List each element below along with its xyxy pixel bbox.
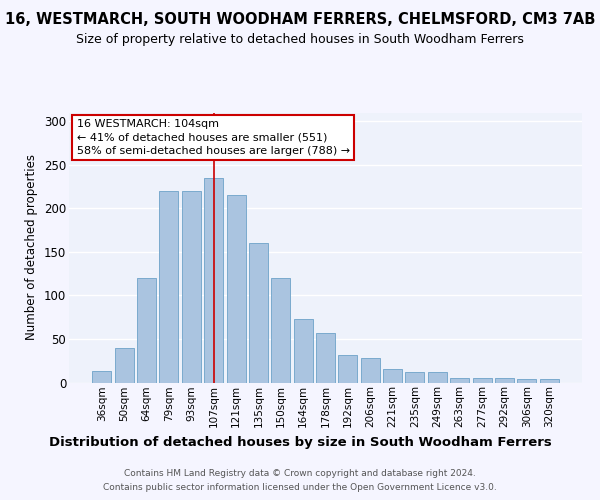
Bar bbox=[204, 178, 223, 382]
Bar bbox=[271, 278, 290, 382]
Bar bbox=[137, 278, 156, 382]
Bar bbox=[383, 370, 402, 382]
Bar bbox=[517, 379, 536, 382]
Bar bbox=[428, 372, 447, 382]
Text: Contains public sector information licensed under the Open Government Licence v3: Contains public sector information licen… bbox=[103, 483, 497, 492]
Bar bbox=[473, 378, 491, 382]
Y-axis label: Number of detached properties: Number of detached properties bbox=[25, 154, 38, 340]
Text: 16, WESTMARCH, SOUTH WOODHAM FERRERS, CHELMSFORD, CM3 7AB: 16, WESTMARCH, SOUTH WOODHAM FERRERS, CH… bbox=[5, 12, 595, 28]
Bar bbox=[227, 195, 245, 382]
Bar bbox=[293, 319, 313, 382]
Bar bbox=[495, 378, 514, 382]
Bar bbox=[115, 348, 134, 382]
Bar bbox=[316, 333, 335, 382]
Bar bbox=[450, 378, 469, 382]
Bar bbox=[160, 191, 178, 382]
Bar bbox=[361, 358, 380, 382]
Text: Contains HM Land Registry data © Crown copyright and database right 2024.: Contains HM Land Registry data © Crown c… bbox=[124, 470, 476, 478]
Bar bbox=[406, 372, 424, 382]
Bar bbox=[182, 191, 201, 382]
Bar bbox=[92, 371, 112, 382]
Bar bbox=[338, 354, 358, 382]
Bar bbox=[539, 379, 559, 382]
Text: Size of property relative to detached houses in South Woodham Ferrers: Size of property relative to detached ho… bbox=[76, 32, 524, 46]
Text: Distribution of detached houses by size in South Woodham Ferrers: Distribution of detached houses by size … bbox=[49, 436, 551, 449]
Bar bbox=[249, 243, 268, 382]
Text: 16 WESTMARCH: 104sqm
← 41% of detached houses are smaller (551)
58% of semi-deta: 16 WESTMARCH: 104sqm ← 41% of detached h… bbox=[77, 119, 350, 156]
